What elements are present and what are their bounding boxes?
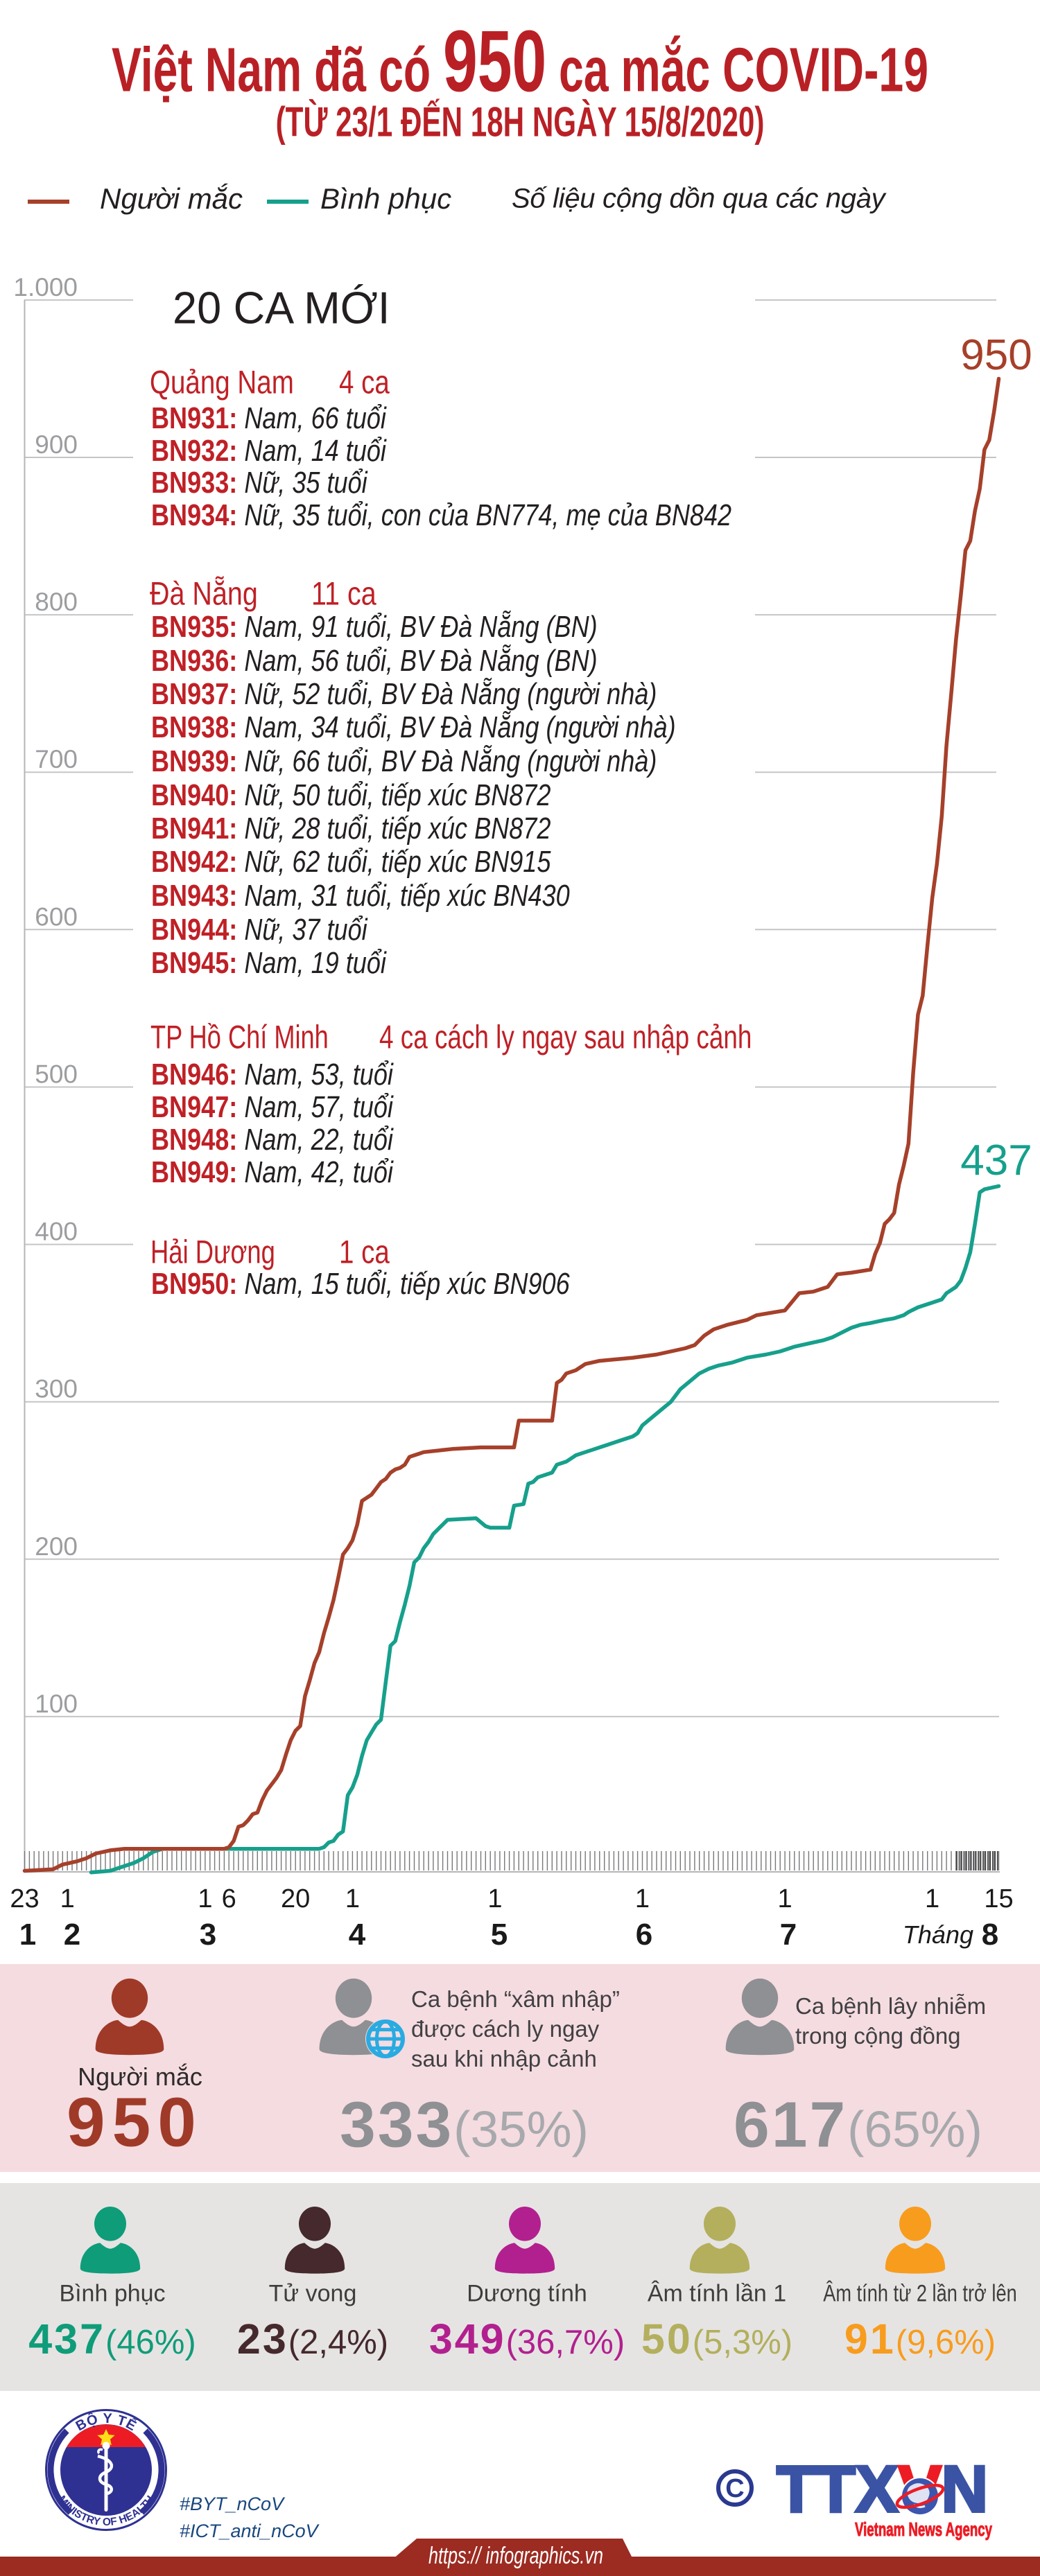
- svg-text:1: 1: [60, 1884, 75, 1913]
- svg-text:200: 200: [35, 1532, 78, 1561]
- svg-text:23: 23: [10, 1884, 39, 1913]
- svg-text:https:// infographics.vn: https:// infographics.vn: [428, 2543, 603, 2569]
- svg-text:1: 1: [925, 1884, 939, 1913]
- svg-text:C: C: [725, 2474, 744, 2503]
- svg-text:2: 2: [64, 1918, 80, 1952]
- svg-text:20: 20: [281, 1884, 310, 1913]
- svg-text:500: 500: [35, 1060, 78, 1089]
- svg-text:6: 6: [222, 1884, 236, 1913]
- svg-text:300: 300: [35, 1375, 78, 1403]
- svg-text:5: 5: [491, 1918, 508, 1952]
- svg-text:1: 1: [19, 1918, 36, 1952]
- svg-text:Tháng: Tháng: [903, 1920, 973, 1949]
- svg-text:6: 6: [636, 1918, 652, 1952]
- svg-text:400: 400: [35, 1218, 78, 1246]
- svg-text:8: 8: [982, 1918, 998, 1952]
- svg-text:4: 4: [349, 1918, 366, 1952]
- svg-text:1: 1: [778, 1884, 792, 1913]
- svg-text:950: 950: [960, 331, 1032, 379]
- svg-text:800: 800: [35, 588, 78, 616]
- svg-text:15: 15: [984, 1884, 1013, 1913]
- svg-text:1: 1: [345, 1884, 360, 1913]
- svg-text:600: 600: [35, 902, 78, 931]
- svg-text:1: 1: [635, 1884, 650, 1913]
- svg-text:1: 1: [487, 1884, 502, 1913]
- svg-text:7: 7: [780, 1918, 797, 1952]
- svg-text:TTXVN: TTXVN: [777, 2453, 988, 2526]
- svg-text:1.000: 1.000: [13, 273, 78, 301]
- svg-text:3: 3: [200, 1918, 216, 1952]
- svg-text:100: 100: [35, 1690, 78, 1718]
- svg-text:700: 700: [35, 745, 78, 773]
- svg-text:900: 900: [35, 430, 78, 459]
- svg-text:1: 1: [198, 1884, 212, 1913]
- svg-text:Vietnam News Agency: Vietnam News Agency: [855, 2518, 992, 2540]
- svg-text:437: 437: [960, 1137, 1032, 1184]
